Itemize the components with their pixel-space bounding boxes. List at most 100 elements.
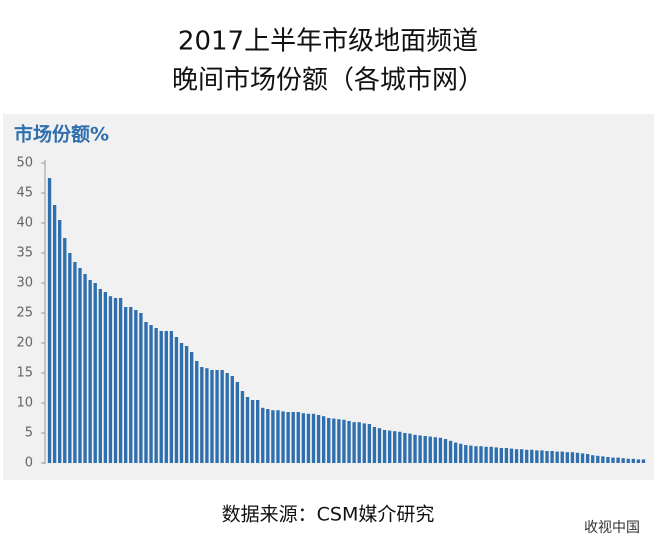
bar — [393, 431, 397, 463]
bar — [545, 451, 549, 463]
bar — [240, 391, 245, 463]
bar — [504, 448, 509, 463]
bar — [423, 436, 427, 463]
bar — [195, 361, 199, 463]
bar — [499, 448, 504, 463]
bar — [443, 439, 448, 463]
y-tick-label: 0 — [25, 456, 33, 471]
bar — [286, 412, 290, 463]
bar — [357, 422, 361, 463]
y-tick-label: 30 — [16, 276, 33, 291]
bar — [83, 274, 87, 463]
y-tick-label: 10 — [16, 396, 33, 411]
bar — [174, 337, 179, 463]
bar — [266, 409, 270, 463]
bar — [113, 298, 118, 463]
bar — [433, 437, 438, 463]
bar — [641, 459, 646, 463]
bar — [453, 442, 458, 463]
bar — [428, 436, 432, 463]
bar — [438, 437, 443, 463]
bar — [565, 452, 569, 463]
bar — [230, 376, 234, 463]
y-tick-label: 15 — [16, 366, 33, 381]
bar — [311, 413, 316, 463]
y-tick-label: 5 — [25, 426, 33, 441]
bar — [606, 457, 610, 463]
bar — [413, 434, 417, 463]
bar — [250, 400, 255, 463]
y-tick-label: 35 — [16, 246, 33, 261]
bar — [418, 435, 422, 463]
bar — [636, 459, 641, 463]
bar — [215, 370, 219, 463]
bar — [611, 457, 615, 463]
bar — [144, 322, 148, 463]
bar — [73, 262, 77, 463]
bar — [159, 331, 163, 463]
bar — [139, 313, 143, 463]
bar — [347, 421, 351, 463]
bar — [291, 412, 295, 463]
y-tick-label: 20 — [16, 336, 33, 351]
watermark: 收视中国 — [584, 520, 640, 536]
bar — [525, 449, 529, 463]
bar — [398, 431, 402, 463]
bar — [337, 419, 341, 463]
bar — [580, 453, 585, 463]
bar — [235, 382, 240, 463]
bar — [494, 447, 498, 463]
bar — [377, 428, 382, 463]
bar — [408, 433, 412, 463]
bar — [63, 238, 67, 463]
bar — [169, 331, 174, 463]
bar — [124, 307, 128, 463]
bar — [362, 423, 366, 463]
bar — [616, 457, 620, 463]
bar — [403, 433, 407, 463]
bar — [332, 418, 336, 463]
bar — [535, 450, 539, 463]
bar — [459, 443, 463, 463]
bar — [245, 397, 250, 463]
bar — [47, 178, 52, 463]
bar — [189, 352, 194, 463]
bar — [261, 407, 265, 463]
y-tick-label: 25 — [16, 306, 33, 321]
bar — [601, 456, 605, 463]
bar — [484, 446, 488, 463]
bar — [149, 325, 153, 463]
bar — [464, 445, 468, 463]
bar — [621, 458, 625, 463]
bar — [179, 343, 184, 463]
bar — [550, 451, 554, 463]
bar — [631, 458, 635, 463]
bar — [301, 413, 306, 463]
bar — [570, 452, 575, 463]
y-tick-label: 40 — [16, 216, 33, 231]
chart-title: 2017上半年市级地面频道 — [178, 27, 478, 57]
bar — [306, 413, 311, 463]
bar — [367, 424, 372, 463]
source-note: 数据来源：CSM媒介研究 — [222, 504, 435, 526]
bar — [555, 451, 559, 463]
bar — [58, 220, 62, 463]
bar — [479, 446, 483, 463]
bar — [118, 298, 123, 463]
bar — [78, 268, 82, 463]
bar — [255, 400, 260, 463]
chart-subtitle: 晚间市场份额（各城市网） — [172, 66, 484, 96]
bar — [220, 370, 224, 463]
bar — [387, 430, 392, 463]
bar — [596, 455, 600, 463]
bar — [134, 310, 138, 463]
bar — [591, 455, 595, 463]
bar — [626, 458, 630, 463]
bar — [352, 422, 356, 463]
bar — [560, 451, 564, 463]
bar — [68, 253, 72, 463]
bar — [93, 283, 97, 463]
bar — [342, 419, 346, 463]
bar — [281, 411, 285, 463]
